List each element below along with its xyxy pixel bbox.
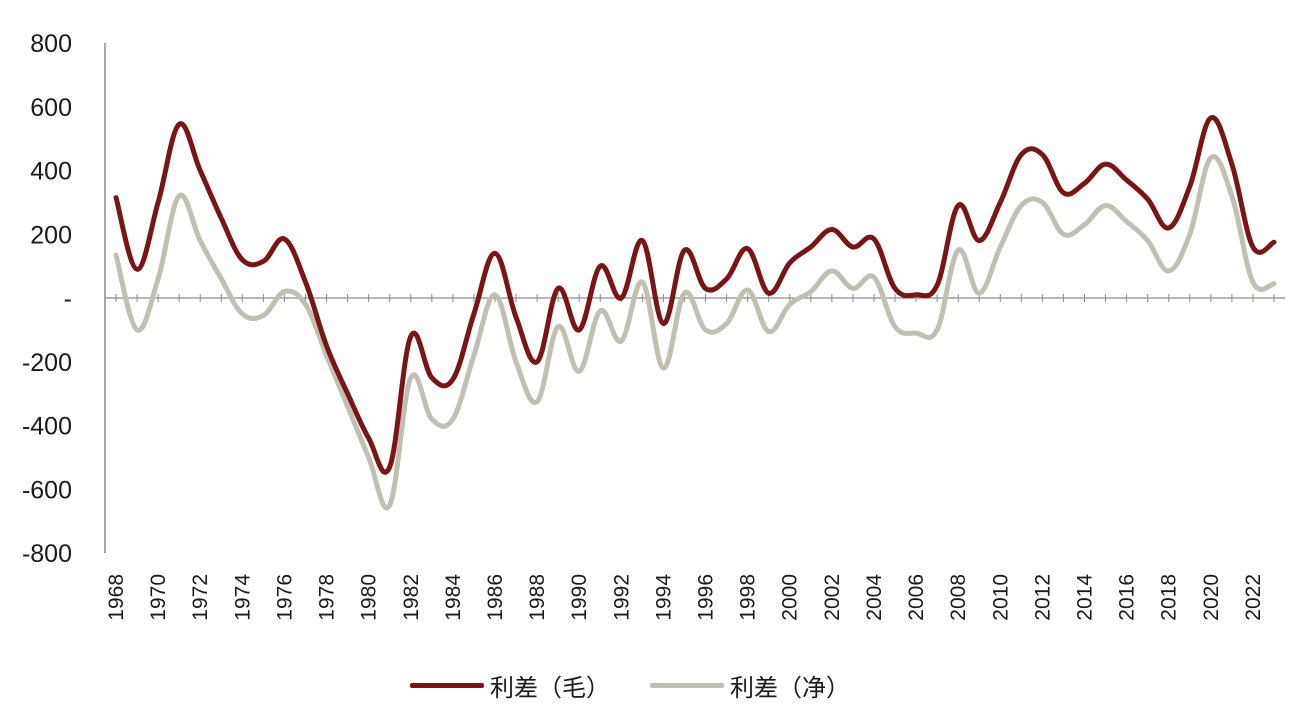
y-tick-label: -	[64, 285, 72, 313]
x-tick-label: 1996	[695, 574, 718, 621]
chart-axes	[104, 43, 1285, 553]
y-tick-label: -600	[22, 476, 72, 504]
legend-label-net: 利差（净）	[730, 674, 850, 702]
y-axis-tick-labels: 800 600 400 200 - -200 -400 -600 -800	[22, 30, 72, 568]
x-tick-label: 1986	[484, 574, 507, 621]
x-tick-label: 1978	[316, 574, 339, 621]
chart-series	[113, 115, 1277, 511]
x-axis-tick-labels: 1968 1970 1972 1974 1976 1978 1980 1982 1984 1986…	[105, 574, 1265, 621]
y-tick-label: -200	[22, 349, 72, 377]
y-tick-label: 800	[30, 30, 72, 58]
x-tick-label: 2018	[1158, 574, 1181, 621]
legend-item-gross-spread: 利差（毛）	[410, 668, 610, 703]
x-tick-label: 1984	[442, 574, 465, 621]
x-tick-label: 1994	[652, 574, 675, 621]
x-tick-label: 1976	[273, 574, 296, 621]
x-tick-label: 2002	[821, 574, 844, 621]
y-tick-label: -800	[22, 540, 72, 568]
x-tick-label: 1968	[105, 574, 128, 621]
y-tick-label: -400	[22, 413, 72, 441]
x-tick-label: 1970	[147, 574, 170, 621]
x-tick-label: 1992	[610, 574, 633, 621]
y-tick-label: 400	[30, 158, 72, 186]
x-tick-label: 1974	[231, 574, 254, 621]
x-tick-label: 1982	[400, 574, 423, 621]
legend-label-gross: 利差（毛）	[490, 674, 610, 702]
x-tick-label: 2012	[1031, 574, 1054, 621]
x-tick-label: 1980	[358, 574, 381, 621]
x-tick-label: 2000	[779, 574, 802, 621]
x-tick-label: 2006	[905, 574, 928, 621]
x-tick-label: 2022	[1242, 574, 1265, 621]
y-tick-label: 200	[30, 221, 72, 249]
x-tick-label: 2010	[989, 574, 1012, 621]
series-line-net-spread	[113, 154, 1277, 511]
x-tick-label: 1972	[189, 574, 212, 621]
chart-legend: 利差（毛） 利差（净）	[410, 668, 890, 703]
x-tick-label: 2004	[863, 574, 886, 621]
y-tick-label: 600	[30, 94, 72, 122]
x-tick-label: 2008	[947, 574, 970, 621]
x-tick-label: 1990	[568, 574, 591, 621]
series-line-gross-spread	[113, 115, 1277, 475]
legend-swatch-net	[650, 683, 724, 688]
legend-swatch-gross	[410, 683, 484, 688]
legend-item-net-spread: 利差（净）	[650, 668, 850, 703]
x-tick-label: 2016	[1116, 574, 1139, 621]
x-tick-label: 1998	[737, 574, 760, 621]
x-tick-label: 2020	[1200, 574, 1223, 621]
x-tick-label: 2014	[1074, 574, 1097, 621]
x-tick-label: 1988	[526, 574, 549, 621]
